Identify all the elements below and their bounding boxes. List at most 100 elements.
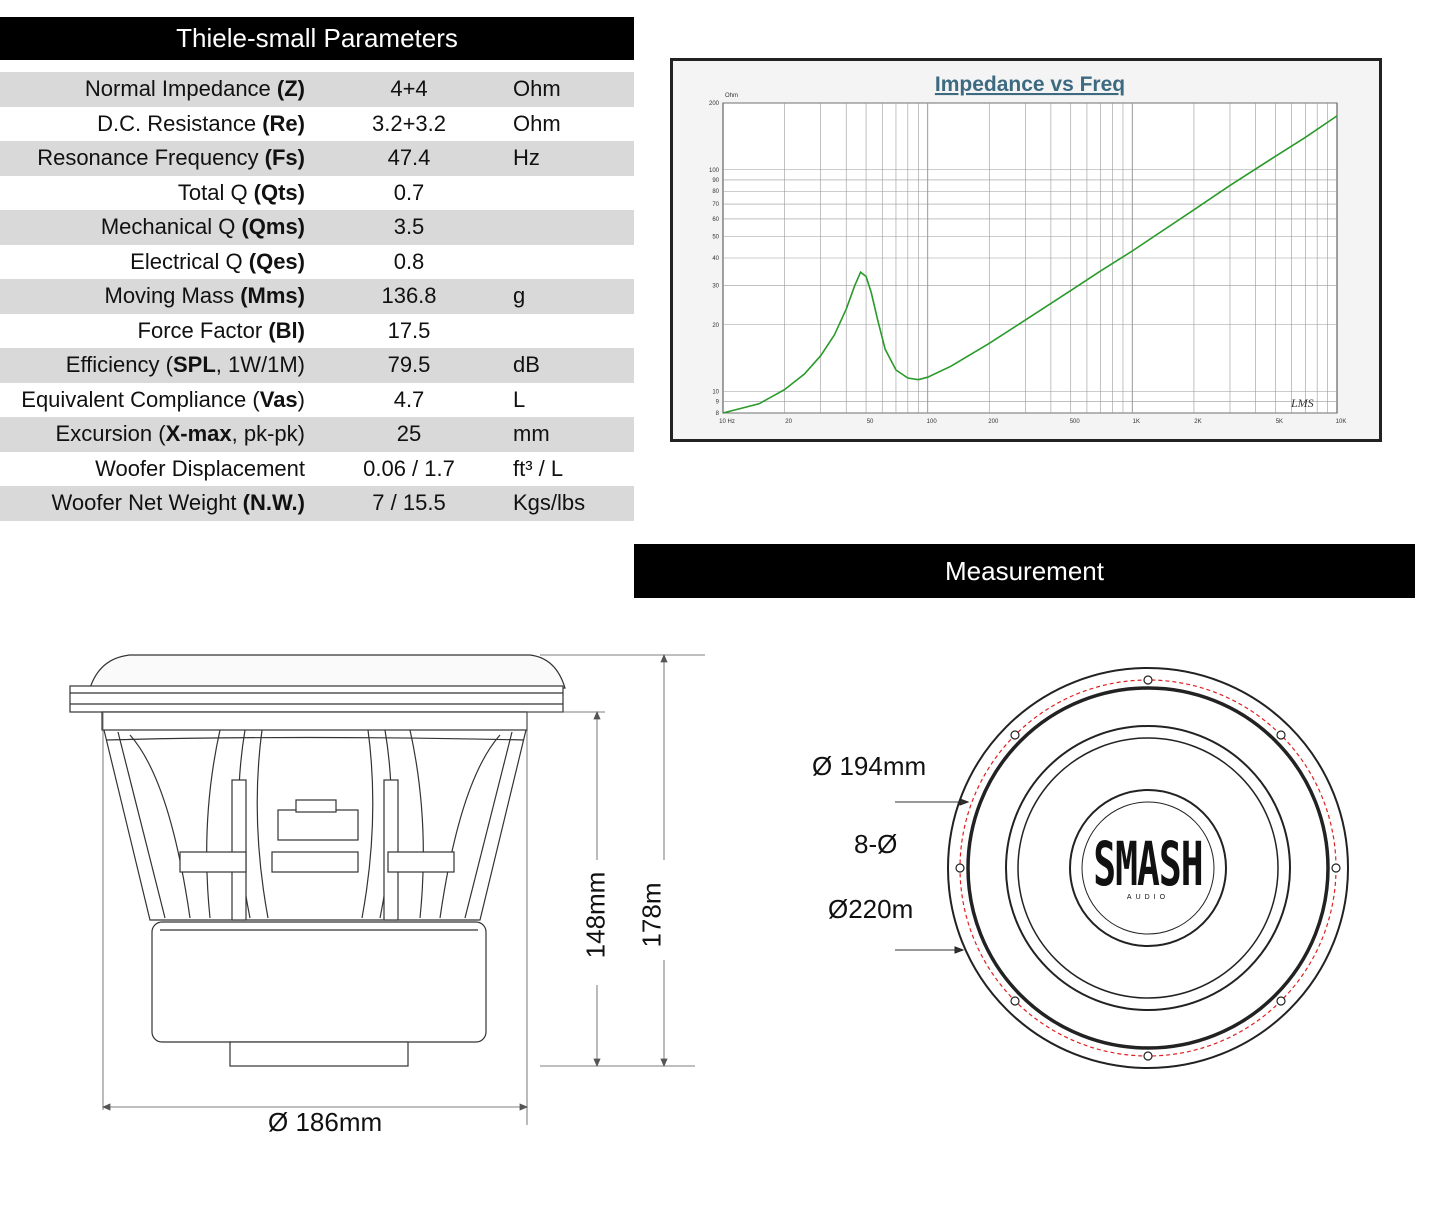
parameter-unit: Ohm xyxy=(513,110,561,136)
parameter-name: D.C. Resistance xyxy=(97,110,263,136)
parameter-value: 47.4 xyxy=(387,145,431,171)
measurement-header-title: Measurement xyxy=(945,555,1104,586)
parameter-row: Force Factor (Bl) 17.5 xyxy=(0,314,634,349)
parameter-label: Efficiency (SPL, 1W/1M) xyxy=(0,352,305,378)
parameter-abbr: (Fs) xyxy=(264,145,305,171)
parameter-label: Normal Impedance (Z) xyxy=(0,76,305,102)
parameter-row: Normal Impedance (Z) 4+4 Ohm xyxy=(0,72,634,107)
parameter-label: Mechanical Q (Qms) xyxy=(0,214,305,240)
y-tick-label: 9 xyxy=(716,400,720,406)
y-tick-label: 90 xyxy=(712,178,719,184)
y-tick-label: 80 xyxy=(712,189,719,195)
parameter-abbr: X-max xyxy=(165,421,232,447)
parameter-name: Woofer Net Weight xyxy=(51,490,243,516)
frame-diameter-label: Ø220m xyxy=(828,894,914,924)
parameter-unit: g xyxy=(513,283,526,309)
y-tick-label: 10 xyxy=(712,390,719,396)
parameter-name: Woofer Displacement xyxy=(95,455,305,481)
parameter-label: Moving Mass (Mms) xyxy=(0,283,306,309)
parameter-label: Electrical Q (Qes) xyxy=(0,249,305,275)
parameters-header-title: Thiele-small Parameters xyxy=(176,23,458,53)
parameter-label: D.C. Resistance (Re) xyxy=(0,111,305,137)
mounting-holes-label: 8-Ø xyxy=(854,829,898,859)
parameter-row: D.C. Resistance (Re) 3.2+3.2 Ohm xyxy=(0,107,634,142)
parameter-abbr: (Qms) xyxy=(241,214,305,240)
parameter-name: Force Factor xyxy=(137,317,269,343)
parameter-abbr: SPL xyxy=(172,352,216,378)
y-tick-label: 50 xyxy=(712,235,719,241)
parameter-unit: dB xyxy=(513,352,540,378)
y-tick-label: 60 xyxy=(712,217,719,223)
height-148-label: 148mm xyxy=(580,871,611,959)
parameter-name: Equivalent Compliance ( xyxy=(21,386,260,412)
parameter-unit: Ohm xyxy=(513,76,561,102)
parameter-row: Electrical Q (Qes) 0.8 xyxy=(0,245,634,280)
parameter-name: Resonance Frequency xyxy=(37,145,265,171)
parameter-name: Efficiency ( xyxy=(65,352,173,378)
impedance-chart-svg: 200 100 90 80 70 60 50 40 30 20 10 9 8 10 Hz 20 50 100 20… xyxy=(709,73,1347,425)
parameter-unit: Hz xyxy=(513,145,540,171)
cutout-diameter-label: Ø 194mm xyxy=(812,751,927,781)
parameter-value: 136.8 xyxy=(381,283,437,309)
parameter-name: Electrical Q xyxy=(130,248,249,274)
parameter-abbr: (Re) xyxy=(262,110,305,136)
parameter-name: Excursion ( xyxy=(55,421,166,447)
parameter-value: 25 xyxy=(396,421,422,447)
x-tick-label: 10K xyxy=(1336,419,1347,425)
parameter-value: 0.06 / 1.7 xyxy=(363,455,455,481)
parameter-suffix: , 1W/1M) xyxy=(215,352,305,378)
x-tick-label: 200 xyxy=(988,419,999,425)
parameter-value: 4+4 xyxy=(390,76,428,102)
y-axis-label: Ohm xyxy=(725,93,738,99)
parameter-value: 3.2+3.2 xyxy=(371,110,446,136)
parameter-row: Efficiency (SPL, 1W/1M) 79.5 dB xyxy=(0,348,634,383)
parameter-value: 7 / 15.5 xyxy=(372,490,446,516)
measurement-header-bar: Measurement xyxy=(634,544,1415,598)
x-tick-label: 2K xyxy=(1194,419,1201,425)
y-tick-label: 40 xyxy=(712,256,719,262)
parameter-row: Woofer Net Weight (N.W.) 7 / 15.5 Kgs/lbs xyxy=(0,486,634,521)
smash-logo: SMASH AUDIO xyxy=(1088,828,1208,908)
x-tick-label: 5K xyxy=(1276,419,1283,425)
parameter-label: Force Factor (Bl) xyxy=(0,318,305,344)
parameter-unit: ft³ / L xyxy=(513,455,564,481)
parameter-name: Total Q xyxy=(177,179,254,205)
parameter-abbr: (Qts) xyxy=(253,179,305,205)
parameter-row: Mechanical Q (Qms) 3.5 xyxy=(0,210,634,245)
logo-text: SMASH xyxy=(1093,829,1203,900)
parameter-label: Total Q (Qts) xyxy=(0,180,305,206)
parameter-row: Excursion (X-max, pk-pk) 25 mm xyxy=(0,417,634,452)
x-tick-label: 50 xyxy=(867,419,874,425)
parameter-row: Woofer Displacement 0.06 / 1.7 ft³ / L xyxy=(0,452,634,487)
parameter-label: Woofer Displacement xyxy=(0,456,305,482)
y-tick-label: 20 xyxy=(712,323,719,329)
parameter-label: Excursion (X-max, pk-pk) xyxy=(0,421,305,447)
parameter-name: Normal Impedance xyxy=(84,76,277,102)
parameter-label: Resonance Frequency (Fs) xyxy=(0,145,305,171)
parameter-value: 0.8 xyxy=(393,248,425,274)
woofer-side-view-icon xyxy=(69,654,566,1067)
parameter-unit: Kgs/lbs xyxy=(513,490,586,516)
parameter-name: Moving Mass xyxy=(104,283,241,309)
outer-diameter-label: Ø 186mm xyxy=(268,1107,383,1137)
x-tick-label: 100 xyxy=(927,419,938,425)
parameter-row: Resonance Frequency (Fs) 47.4 Hz xyxy=(0,141,634,176)
impedance-chart: 200 100 90 80 70 60 50 40 30 20 10 9 8 10 Hz 20 50 100 20… xyxy=(670,58,1382,442)
y-tick-label: 100 xyxy=(709,168,720,174)
parameter-label: Equivalent Compliance (Vas) xyxy=(0,387,305,413)
y-tick-label: 30 xyxy=(712,284,719,290)
chart-title: Impedance vs Freq xyxy=(935,73,1125,96)
x-tick-label: 20 xyxy=(785,419,792,425)
parameter-abbr: (Z) xyxy=(276,76,305,102)
parameter-suffix: , pk-pk) xyxy=(231,421,305,447)
parameter-name: Mechanical Q xyxy=(100,214,242,240)
y-tick-label: 70 xyxy=(712,202,719,208)
y-tick-label: 8 xyxy=(716,411,720,417)
parameter-abbr: Vas xyxy=(259,386,298,412)
parameter-value: 0.7 xyxy=(393,179,425,205)
impedance-series-line xyxy=(722,115,1338,414)
parameter-unit: L xyxy=(513,386,526,412)
x-tick-label: 500 xyxy=(1070,419,1081,425)
parameter-value: 4.7 xyxy=(393,386,425,412)
parameter-abbr: (N.W.) xyxy=(242,490,305,516)
